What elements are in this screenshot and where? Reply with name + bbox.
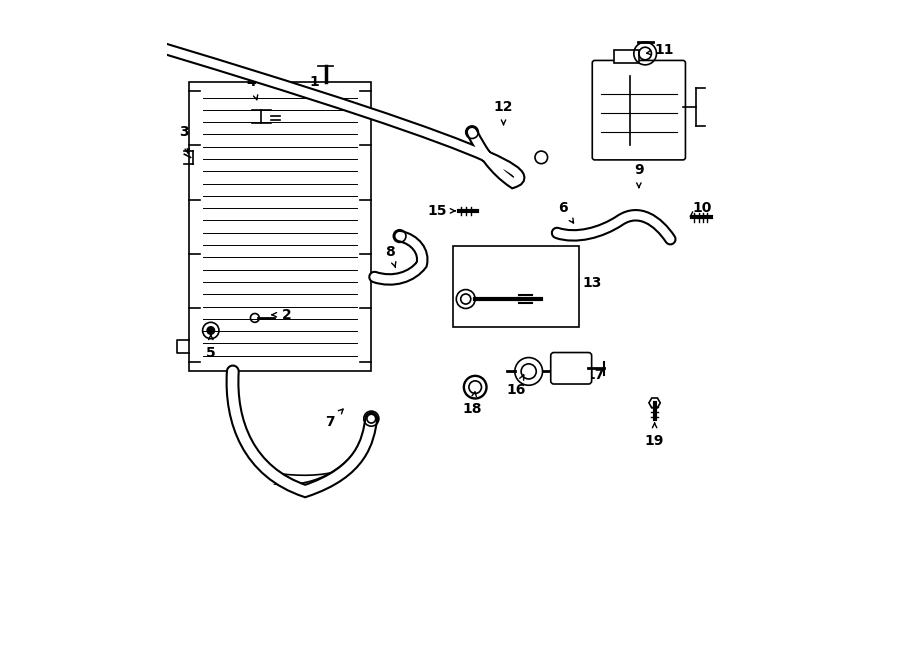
Circle shape bbox=[207, 327, 214, 334]
Text: 7: 7 bbox=[326, 415, 335, 429]
Text: 18: 18 bbox=[463, 402, 482, 416]
Bar bbox=[453, 245, 579, 327]
Text: 10: 10 bbox=[692, 201, 712, 215]
Text: 13: 13 bbox=[582, 276, 601, 290]
Text: 9: 9 bbox=[634, 163, 643, 177]
Text: 1: 1 bbox=[310, 75, 320, 89]
Bar bbox=[189, 82, 372, 371]
Text: 5: 5 bbox=[206, 346, 216, 360]
Text: 17: 17 bbox=[585, 368, 605, 381]
Text: 11: 11 bbox=[654, 44, 674, 58]
Text: 19: 19 bbox=[645, 434, 664, 447]
Text: 3: 3 bbox=[179, 125, 189, 139]
Text: 15: 15 bbox=[428, 204, 447, 218]
FancyBboxPatch shape bbox=[592, 60, 686, 160]
Text: 6: 6 bbox=[559, 201, 568, 215]
Text: 14: 14 bbox=[463, 276, 482, 290]
FancyBboxPatch shape bbox=[551, 352, 591, 384]
Bar bbox=[614, 50, 639, 63]
Text: 2: 2 bbox=[282, 308, 292, 322]
Text: 12: 12 bbox=[494, 100, 513, 114]
Text: 4: 4 bbox=[247, 75, 256, 89]
Text: 8: 8 bbox=[385, 245, 395, 259]
Text: 16: 16 bbox=[507, 383, 526, 397]
